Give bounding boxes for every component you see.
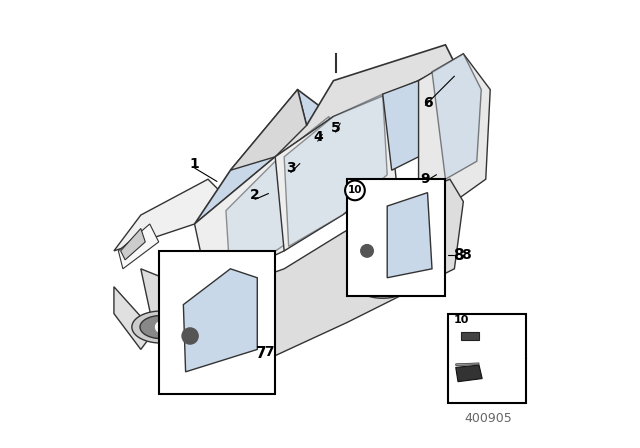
Polygon shape (456, 365, 482, 382)
Polygon shape (456, 363, 479, 366)
Polygon shape (362, 271, 404, 294)
Text: 8: 8 (454, 248, 464, 263)
Polygon shape (121, 228, 145, 260)
Text: 7: 7 (257, 346, 267, 362)
Polygon shape (354, 266, 412, 298)
Text: 6: 6 (422, 96, 433, 110)
Polygon shape (383, 67, 445, 170)
Polygon shape (432, 54, 481, 179)
Polygon shape (132, 311, 190, 343)
Text: 3: 3 (286, 161, 296, 175)
Text: 2: 2 (250, 188, 260, 202)
Polygon shape (114, 179, 230, 251)
Polygon shape (184, 269, 257, 372)
Polygon shape (195, 116, 342, 287)
Polygon shape (141, 179, 463, 376)
Text: 400905: 400905 (464, 412, 512, 426)
Circle shape (378, 277, 388, 288)
Polygon shape (275, 45, 454, 157)
Polygon shape (226, 116, 338, 282)
Text: 5: 5 (331, 121, 340, 135)
Text: 8: 8 (461, 248, 470, 263)
Text: 9: 9 (420, 172, 430, 186)
Polygon shape (419, 54, 490, 202)
Bar (448, 314, 526, 403)
Circle shape (182, 328, 198, 344)
Bar (347, 179, 445, 296)
Circle shape (361, 245, 373, 257)
Polygon shape (461, 332, 479, 340)
Polygon shape (230, 90, 307, 170)
Text: 4: 4 (313, 129, 323, 144)
Circle shape (345, 181, 365, 200)
Polygon shape (114, 287, 154, 349)
Circle shape (156, 322, 166, 332)
Text: 10: 10 (454, 315, 469, 325)
Polygon shape (140, 315, 182, 339)
Polygon shape (387, 193, 432, 278)
Polygon shape (118, 224, 159, 269)
Text: 10: 10 (348, 185, 362, 195)
Polygon shape (284, 94, 387, 246)
Polygon shape (275, 94, 396, 251)
Polygon shape (195, 90, 333, 224)
Bar (159, 251, 275, 394)
Text: 7: 7 (264, 345, 273, 359)
Text: 1: 1 (189, 156, 200, 171)
